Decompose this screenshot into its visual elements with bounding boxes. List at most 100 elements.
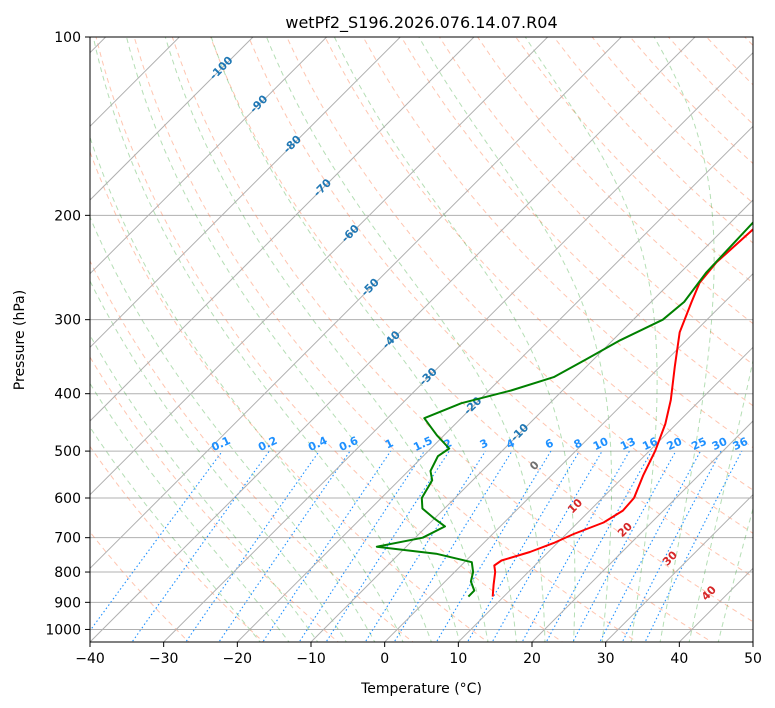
dry-adiabat-line bbox=[438, 37, 753, 366]
isotherm-label: -50 bbox=[359, 276, 382, 299]
y-tick-label: 800 bbox=[54, 565, 81, 581]
y-tick-label: 400 bbox=[54, 387, 81, 403]
mixing-ratio-line bbox=[185, 450, 320, 642]
isotherm-line bbox=[531, 420, 753, 642]
moist-adiabat-line bbox=[333, 37, 576, 642]
isotherm-line bbox=[90, 37, 254, 201]
plot-frame bbox=[89, 36, 754, 643]
isotherm-line bbox=[90, 37, 402, 349]
y-axis: 100 200 300 400 500 600 700 800 900 1000 bbox=[45, 30, 90, 638]
mixing-ratio-label: 30 bbox=[710, 435, 730, 453]
isotherm-line bbox=[90, 37, 696, 642]
moist-adiabat-line bbox=[688, 358, 753, 642]
x-tick-label: 20 bbox=[523, 651, 541, 667]
moist-adiabat-line bbox=[92, 37, 432, 642]
x-tick-label: 40 bbox=[670, 651, 688, 667]
y-tick-label: 1000 bbox=[45, 622, 81, 638]
mixing-ratio-line bbox=[393, 450, 513, 642]
isotherm-line bbox=[383, 272, 753, 642]
y-tick-label: 600 bbox=[54, 491, 81, 507]
y-axis-label: Pressure (hPa) bbox=[12, 290, 28, 390]
x-tick-label: 10 bbox=[449, 651, 467, 667]
chart-overlay-labels: 0.1 0.2 0.4 0.6 1 1.5 2 3 4 6 8 10 13 16 20 25 30 36-100-… bbox=[207, 54, 750, 604]
moist-adiabat-label: 40 bbox=[699, 583, 719, 603]
dry-adiabat-line bbox=[90, 445, 265, 642]
mixing-ratio-label: 3 bbox=[478, 436, 490, 451]
x-axis: −40 −30 −20 −10 0 10 20 30 40 50 bbox=[75, 642, 762, 667]
mixing-ratio-line bbox=[325, 450, 450, 642]
dry-adiabat-line bbox=[90, 150, 489, 642]
x-tick-label: −20 bbox=[223, 651, 253, 667]
isotherm-line bbox=[90, 37, 549, 496]
mixing-ratio-label: 36 bbox=[731, 435, 751, 453]
moist-adiabat-line bbox=[164, 37, 489, 642]
mixing-ratio-line bbox=[262, 450, 392, 642]
moist-adiabat-line bbox=[717, 506, 753, 642]
moist-adiabat-label: 10 bbox=[565, 496, 585, 516]
moist-adiabat-line bbox=[210, 37, 518, 642]
moist-adiabat-line bbox=[418, 37, 613, 642]
dry-adiabat-line bbox=[324, 37, 753, 491]
moist-adiabat-line bbox=[266, 37, 546, 642]
pressure-gridlines bbox=[90, 37, 753, 630]
mixing-ratio-line bbox=[218, 450, 351, 642]
mixing-ratio-label: 6 bbox=[543, 436, 556, 451]
mixing-ratio-line bbox=[621, 450, 722, 642]
moist-adiabat-line bbox=[90, 135, 404, 642]
isotherm-line bbox=[90, 37, 181, 128]
isotherm-line bbox=[604, 493, 753, 642]
isotherm-line bbox=[90, 37, 475, 422]
dry-adiabat-line bbox=[90, 259, 414, 642]
mixing-ratio-line bbox=[298, 450, 425, 642]
dry-adiabat-line bbox=[95, 37, 564, 642]
x-tick-label: −30 bbox=[149, 651, 179, 667]
dry-adiabat-line bbox=[553, 37, 753, 244]
dry-adiabat-line bbox=[133, 37, 638, 642]
mixing-ratio-label: 13 bbox=[618, 435, 637, 453]
moist-adiabat-label: 0 bbox=[527, 458, 542, 473]
moist-adiabat-line bbox=[90, 334, 319, 642]
temperature-profile-line bbox=[491, 228, 753, 597]
moist-adiabat-line bbox=[524, 37, 658, 642]
dry-adiabat-line bbox=[90, 531, 190, 642]
y-tick-label: 100 bbox=[54, 30, 81, 46]
sounding-profiles bbox=[375, 221, 753, 598]
x-tick-label: 50 bbox=[744, 651, 762, 667]
mixing-ratio-line bbox=[572, 450, 677, 642]
isotherm-line bbox=[90, 37, 623, 570]
mixing-ratio-label: 10 bbox=[591, 435, 611, 453]
mixing-ratio-line bbox=[466, 450, 580, 642]
isotherm-label: -60 bbox=[339, 222, 362, 245]
isotherm-line bbox=[162, 51, 753, 642]
moist-adiabat-line bbox=[653, 37, 715, 642]
moist-adiabat-label: 20 bbox=[615, 520, 635, 540]
moist-adiabat-line bbox=[90, 279, 347, 642]
y-tick-label: 700 bbox=[54, 531, 81, 547]
dry-adiabat-line bbox=[515, 37, 753, 284]
chart-title: wetPf2_S196.2026.076.14.07.R04 bbox=[285, 13, 557, 33]
x-tick-label: −40 bbox=[75, 651, 105, 667]
dry-adiabat-line bbox=[90, 356, 339, 642]
dry-adiabat-line bbox=[668, 37, 753, 125]
isotherm-line bbox=[752, 641, 753, 642]
plot-area: 0.1 0.2 0.4 0.6 1 1.5 2 3 4 6 8 10 13 16 20 25 30 36-100-… bbox=[90, 37, 753, 642]
mixing-ratio-line bbox=[599, 450, 701, 642]
isotherm-line bbox=[310, 199, 753, 642]
x-axis-label: Temperature (°C) bbox=[360, 681, 482, 697]
mixing-ratio-label: 25 bbox=[689, 435, 708, 453]
y-tick-label: 900 bbox=[54, 595, 81, 611]
dry-adiabat-line bbox=[400, 37, 753, 407]
moist-adiabat-line bbox=[90, 426, 261, 642]
dewpoint-profile-line bbox=[375, 221, 753, 598]
dry-adiabat-line bbox=[362, 37, 753, 449]
dry-adiabat-line bbox=[210, 37, 753, 623]
isotherm-label: -40 bbox=[380, 328, 403, 351]
mixing-ratio-line bbox=[90, 450, 223, 632]
y-tick-label: 500 bbox=[54, 444, 81, 460]
moist-adiabat-line bbox=[126, 37, 461, 642]
mixing-ratio-label: 20 bbox=[665, 435, 685, 453]
mixing-ratio-line bbox=[644, 450, 743, 642]
skewed-isotherms bbox=[90, 37, 753, 642]
y-tick-label: 200 bbox=[54, 208, 81, 224]
x-tick-label: 0 bbox=[380, 651, 389, 667]
